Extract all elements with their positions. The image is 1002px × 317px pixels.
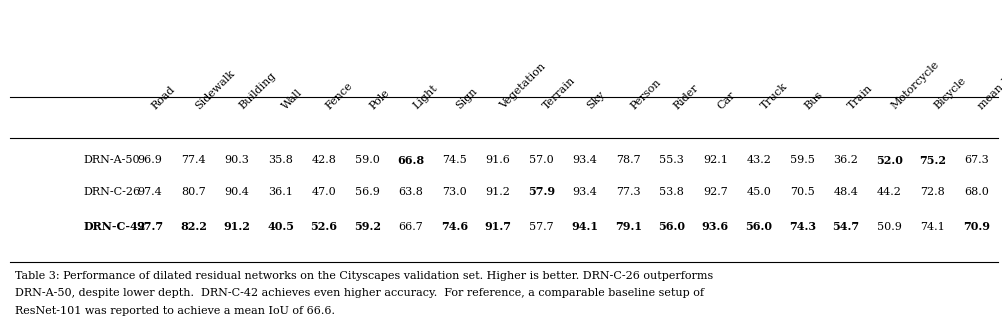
Text: ResNet-101 was reported to achieve a mean IoU of 66.6.: ResNet-101 was reported to achieve a mea… xyxy=(15,306,335,316)
Text: 74.5: 74.5 xyxy=(442,155,466,165)
Text: 54.7: 54.7 xyxy=(832,221,859,232)
Text: mean IoU: mean IoU xyxy=(975,65,1002,111)
Text: 56.9: 56.9 xyxy=(355,187,380,197)
Text: Vegetation: Vegetation xyxy=(497,61,547,111)
Text: 77.4: 77.4 xyxy=(181,155,205,165)
Text: 66.7: 66.7 xyxy=(398,222,423,232)
Text: 66.8: 66.8 xyxy=(397,155,424,165)
Text: 74.3: 74.3 xyxy=(788,221,815,232)
Text: 59.2: 59.2 xyxy=(354,221,381,232)
Text: Road: Road xyxy=(150,84,177,111)
Text: 68.0: 68.0 xyxy=(963,187,988,197)
Text: 55.3: 55.3 xyxy=(658,155,683,165)
Text: 70.5: 70.5 xyxy=(790,187,814,197)
Text: 91.2: 91.2 xyxy=(485,187,510,197)
Text: 63.8: 63.8 xyxy=(398,187,423,197)
Text: Light: Light xyxy=(411,83,439,111)
Text: 48.4: 48.4 xyxy=(833,187,858,197)
Text: 56.0: 56.0 xyxy=(657,221,684,232)
Text: 97.4: 97.4 xyxy=(137,187,162,197)
Text: 52.6: 52.6 xyxy=(311,221,338,232)
Text: Wall: Wall xyxy=(281,87,305,111)
Text: 42.8: 42.8 xyxy=(312,155,336,165)
Text: 74.6: 74.6 xyxy=(441,221,468,232)
Text: 91.7: 91.7 xyxy=(484,221,511,232)
Text: 67.3: 67.3 xyxy=(963,155,988,165)
Text: 43.2: 43.2 xyxy=(745,155,771,165)
Text: 44.2: 44.2 xyxy=(876,187,901,197)
Text: Truck: Truck xyxy=(759,81,789,111)
Text: 72.8: 72.8 xyxy=(920,187,944,197)
Text: Bus: Bus xyxy=(802,89,824,111)
Text: 75.2: 75.2 xyxy=(919,155,945,165)
Text: Rider: Rider xyxy=(671,82,700,111)
Text: Sky: Sky xyxy=(584,89,606,111)
Text: DRN-C-42: DRN-C-42 xyxy=(83,221,145,232)
Text: DRN-C-26: DRN-C-26 xyxy=(83,187,140,197)
Text: 40.5: 40.5 xyxy=(267,221,294,232)
Text: Building: Building xyxy=(236,70,278,111)
Text: Sign: Sign xyxy=(454,86,479,111)
Text: 36.2: 36.2 xyxy=(833,155,858,165)
Text: Motorcycle: Motorcycle xyxy=(889,59,940,111)
Text: 82.2: 82.2 xyxy=(180,221,206,232)
Text: Sidewalk: Sidewalk xyxy=(193,68,236,111)
Text: 52.0: 52.0 xyxy=(875,155,902,165)
Text: 78.7: 78.7 xyxy=(615,155,640,165)
Text: 70.9: 70.9 xyxy=(962,221,989,232)
Text: 53.8: 53.8 xyxy=(658,187,683,197)
Text: 35.8: 35.8 xyxy=(268,155,293,165)
Text: 91.6: 91.6 xyxy=(485,155,510,165)
Text: 74.1: 74.1 xyxy=(920,222,944,232)
Text: 73.0: 73.0 xyxy=(442,187,466,197)
Text: 57.9: 57.9 xyxy=(527,186,554,197)
Text: Person: Person xyxy=(628,77,662,111)
Text: 92.1: 92.1 xyxy=(702,155,727,165)
Text: 80.7: 80.7 xyxy=(181,187,205,197)
Text: 59.0: 59.0 xyxy=(355,155,380,165)
Text: Terrain: Terrain xyxy=(541,75,577,111)
Text: 36.1: 36.1 xyxy=(268,187,293,197)
Text: 94.1: 94.1 xyxy=(571,221,598,232)
Text: 59.5: 59.5 xyxy=(790,155,814,165)
Text: 90.4: 90.4 xyxy=(224,187,249,197)
Text: 57.7: 57.7 xyxy=(529,222,553,232)
Text: 50.9: 50.9 xyxy=(876,222,901,232)
Text: 47.0: 47.0 xyxy=(312,187,336,197)
Text: 93.4: 93.4 xyxy=(572,187,597,197)
Text: 93.4: 93.4 xyxy=(572,155,597,165)
Text: 93.6: 93.6 xyxy=(701,221,728,232)
Text: Bicycle: Bicycle xyxy=(932,75,968,111)
Text: 97.7: 97.7 xyxy=(136,221,163,232)
Text: Train: Train xyxy=(845,82,874,111)
Text: 91.2: 91.2 xyxy=(223,221,250,232)
Text: 92.7: 92.7 xyxy=(702,187,727,197)
Text: 77.3: 77.3 xyxy=(615,187,640,197)
Text: Car: Car xyxy=(714,89,736,111)
Text: Fence: Fence xyxy=(324,80,355,111)
Text: DRN-A-50: DRN-A-50 xyxy=(83,155,139,165)
Text: Pole: Pole xyxy=(367,87,391,111)
Text: 56.0: 56.0 xyxy=(744,221,772,232)
Text: 45.0: 45.0 xyxy=(745,187,771,197)
Text: 90.3: 90.3 xyxy=(224,155,249,165)
Text: Table 3: Performance of dilated residual networks on the Cityscapes validation s: Table 3: Performance of dilated residual… xyxy=(15,271,712,281)
Text: 96.9: 96.9 xyxy=(137,155,162,165)
Text: DRN-A-50, despite lower depth.  DRN-C-42 achieves even higher accuracy.  For ref: DRN-A-50, despite lower depth. DRN-C-42 … xyxy=(15,288,703,299)
Text: 57.0: 57.0 xyxy=(528,155,553,165)
Text: 79.1: 79.1 xyxy=(614,221,641,232)
